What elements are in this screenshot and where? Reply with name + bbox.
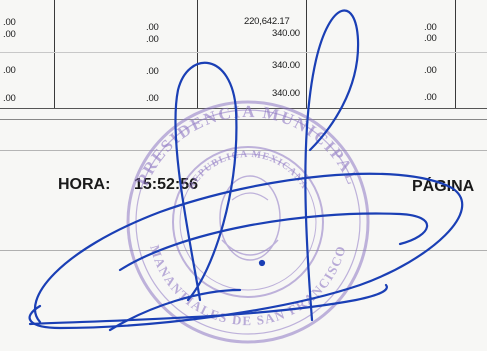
table-cell: .00	[3, 93, 16, 104]
row-divider	[0, 119, 487, 120]
table-cell: .00	[424, 33, 437, 44]
table-cell: .00	[424, 92, 437, 103]
row-divider	[0, 108, 487, 109]
stamp-bottom-text: MANANTIALES DE SAN FRANCISCO	[147, 243, 347, 328]
hora-value: 15:52:56	[134, 176, 199, 193]
table-cell: .00	[3, 29, 16, 40]
table-cell: 340.00	[272, 28, 300, 39]
pagina-label: PÁGINA	[412, 178, 475, 195]
column-rule	[306, 0, 307, 108]
hora-label: HORA:	[58, 176, 111, 193]
stamp-inner-text: REPUBLICA MEXICANA	[186, 149, 310, 192]
table-cell: .00	[146, 22, 159, 33]
table-cell: .00	[3, 65, 16, 76]
svg-text:MANANTIALES DE SAN FRANCISCO: MANANTIALES DE SAN FRANCISCO	[147, 243, 349, 328]
table-cell: .00	[424, 65, 437, 76]
section-divider	[0, 250, 487, 251]
svg-text:REPUBLICA MEXICANA: REPUBLICA MEXICANA	[186, 149, 311, 192]
table-cell: 340.00	[272, 60, 300, 71]
table-cell: 220,642.17	[244, 16, 290, 27]
section-divider	[0, 150, 487, 151]
table-cell: .00	[3, 17, 16, 28]
table-cell: .00	[146, 93, 159, 104]
column-rule	[54, 0, 55, 108]
column-rule	[197, 0, 198, 108]
table-cell: .00	[146, 66, 159, 77]
table-cell: 340.00	[272, 88, 300, 99]
table-cell: .00	[146, 34, 159, 45]
table-cell: .00	[424, 22, 437, 33]
column-rule	[455, 0, 456, 108]
row-divider	[0, 52, 487, 53]
